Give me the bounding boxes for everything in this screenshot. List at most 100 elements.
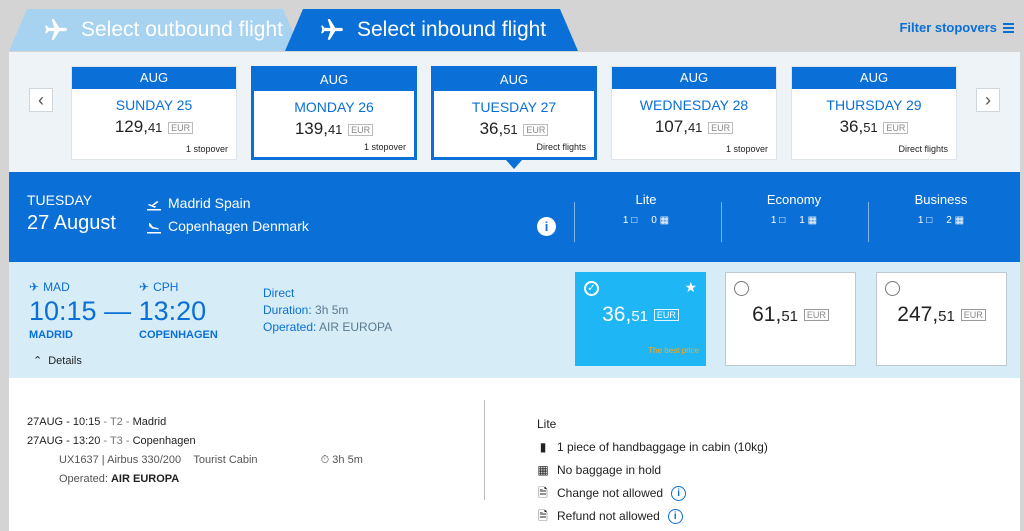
tab-outbound-label: Select outbound flight: [81, 18, 283, 41]
cabin-class: Tourist Cabin: [193, 454, 258, 466]
tab-outbound[interactable]: Select outbound flight: [9, 9, 301, 51]
class-name: Business: [914, 192, 968, 207]
document-icon: 🗎: [538, 509, 548, 523]
radio-button[interactable]: [885, 281, 900, 296]
airplane-icon: [321, 19, 343, 40]
condition-item: ▦ No baggage in hold: [537, 459, 768, 482]
hand-baggage-count: 1 □: [770, 215, 786, 226]
hold-baggage-count: 2 ▦: [946, 215, 965, 226]
flight-times: ✈ MAD ✈ CPH 10:15 — 13:20 MADRID COPENHA…: [29, 280, 218, 341]
date-card[interactable]: AUG THURSDAY 29 36,51 EUR Direct flights: [791, 66, 957, 160]
tab-inbound[interactable]: Select inbound flight: [285, 9, 578, 51]
leg-departure: 27AUG - 10:15 - T2 - Madrid: [27, 416, 167, 428]
hand-baggage-icon: ▮: [539, 440, 547, 454]
date-day: TUESDAY 27: [471, 99, 557, 115]
flight-operator: Operated: AIR EUROPA: [263, 320, 393, 334]
departure-code: ✈ MAD: [29, 280, 70, 294]
hold-baggage-count: 0 ▦: [651, 215, 670, 226]
hold-baggage-icon: ▦: [537, 463, 549, 477]
date-card[interactable]: AUG SUNDAY 25 129,41 EUR 1 stopover: [71, 66, 237, 160]
details-label: Details: [48, 354, 82, 367]
route: Madrid Spain Copenhagen Denmark: [146, 192, 309, 238]
date-stops: 1 stopover: [363, 142, 406, 152]
class-name: Economy: [766, 192, 822, 207]
date-day: WEDNESDAY 28: [639, 97, 749, 113]
tab-inbound-label: Select inbound flight: [357, 18, 547, 41]
condition-item: ▮ 1 piece of handbaggage in cabin (10kg): [537, 436, 768, 459]
flight-tabs: Select outbound flight Select inbound fl…: [0, 0, 1024, 52]
hand-baggage-count: 1 □: [917, 215, 933, 226]
info-icon[interactable]: i: [671, 486, 687, 501]
date-price: 36,51 EUR: [792, 117, 956, 137]
arrival-city: COPENHAGEN: [139, 329, 218, 341]
route-from: Madrid Spain: [168, 195, 251, 211]
fare-economy-option[interactable]: 61,51 EUR: [725, 272, 856, 366]
divider: [721, 202, 722, 242]
chevron-left-icon: ‹: [38, 89, 44, 110]
flight-legs: 27AUG - 10:15 - T2 - Madrid 27AUG - 13:2…: [27, 413, 363, 489]
date-month: AUG: [792, 67, 956, 89]
fare-price: 61,51 EUR: [726, 303, 855, 327]
fare-name: Lite: [537, 417, 557, 431]
selected-date-pointer: [506, 160, 522, 169]
fare-price: 36,51 EUR: [576, 303, 705, 327]
flight-time-range: 10:15 — 13:20: [29, 296, 207, 326]
takeoff-icon: [147, 200, 161, 210]
details-toggle[interactable]: ⌃ Details: [33, 354, 82, 368]
divider: [484, 400, 485, 500]
fare-lite-option[interactable]: ✓ ★ 36,51 EUR The best price: [575, 272, 706, 366]
leg-arrival: 27AUG - 13:20 - T3 - Copenhagen: [27, 435, 196, 447]
info-icon[interactable]: i: [667, 509, 683, 524]
date-price: 139,41 EUR: [254, 119, 414, 139]
filter-stopovers-label: Filter stopovers: [899, 20, 997, 35]
date-card[interactable]: AUG WEDNESDAY 28 107,41 EUR 1 stopover: [611, 66, 777, 160]
flight-equipment: UX1637 | Airbus 330/200 Tourist Cabin ⏱ …: [59, 454, 363, 466]
class-business: Business 1 □ 2 ▦: [867, 192, 1015, 226]
prev-dates-button[interactable]: ‹: [29, 88, 53, 112]
date-price: 36,51 EUR: [434, 119, 594, 139]
leg-duration: 3h 5m: [332, 454, 363, 466]
info-icon[interactable]: i: [537, 217, 556, 236]
date-stops: Direct flights: [898, 144, 948, 154]
class-name: Lite: [635, 192, 657, 207]
hold-baggage-count: 1 ▦: [799, 215, 818, 226]
date-day: SUNDAY 25: [115, 97, 193, 113]
flight-header: TUESDAY 27 August Madrid Spain Copenhage…: [9, 172, 1020, 262]
menu-icon: [1003, 21, 1014, 35]
date-stops: 1 stopover: [725, 144, 768, 154]
date-stops: 1 stopover: [185, 144, 228, 154]
condition-item: 🗎 Refund not allowed i: [537, 505, 768, 528]
arrival-code: ✈ CPH: [139, 280, 179, 294]
date-day: THURSDAY 29: [826, 97, 922, 113]
date-card[interactable]: AUG MONDAY 26 139,41 EUR 1 stopover: [251, 66, 417, 160]
check-icon: ✓: [584, 281, 599, 296]
chevron-right-icon: ›: [985, 89, 991, 110]
landing-icon: [147, 222, 161, 233]
fare-business-option[interactable]: 247,51 EUR: [876, 272, 1007, 366]
header-date: 27 August: [27, 212, 116, 234]
fare-conditions: Lite ▮ 1 piece of handbaggage in cabin (1…: [537, 413, 768, 528]
departure-city: MADRID: [29, 329, 73, 341]
flight-row: ✈ MAD ✈ CPH 10:15 — 13:20 MADRID COPENHA…: [9, 262, 1020, 378]
divider: [574, 202, 575, 242]
route-to: Copenhagen Denmark: [168, 218, 309, 234]
date-card-selected[interactable]: AUG TUESDAY 27 36,51 EUR Direct flights: [431, 66, 597, 160]
fare-price: 247,51 EUR: [877, 303, 1006, 327]
header-weekday: TUESDAY: [27, 192, 93, 208]
date-day: MONDAY 26: [294, 99, 374, 115]
date-month: AUG: [254, 69, 414, 91]
leg-operator: Operated: AIR EUROPA: [59, 473, 180, 485]
condition-item: 🗎 Change not allowed i: [537, 482, 768, 505]
next-dates-button[interactable]: ›: [976, 88, 1000, 112]
flight-type: Direct: [263, 286, 295, 300]
date-price: 129,41 EUR: [72, 117, 236, 137]
star-icon: ★: [684, 279, 697, 295]
class-economy: Economy 1 □ 1 ▦: [720, 192, 868, 226]
chevron-up-icon: ⌃: [33, 355, 43, 367]
divider: [868, 202, 869, 242]
date-price: 107,41 EUR: [612, 117, 776, 137]
date-stops: Direct flights: [536, 142, 586, 152]
filter-stopovers-link[interactable]: Filter stopovers: [899, 20, 1014, 35]
radio-button[interactable]: [734, 281, 749, 296]
date-month: AUG: [72, 67, 236, 89]
